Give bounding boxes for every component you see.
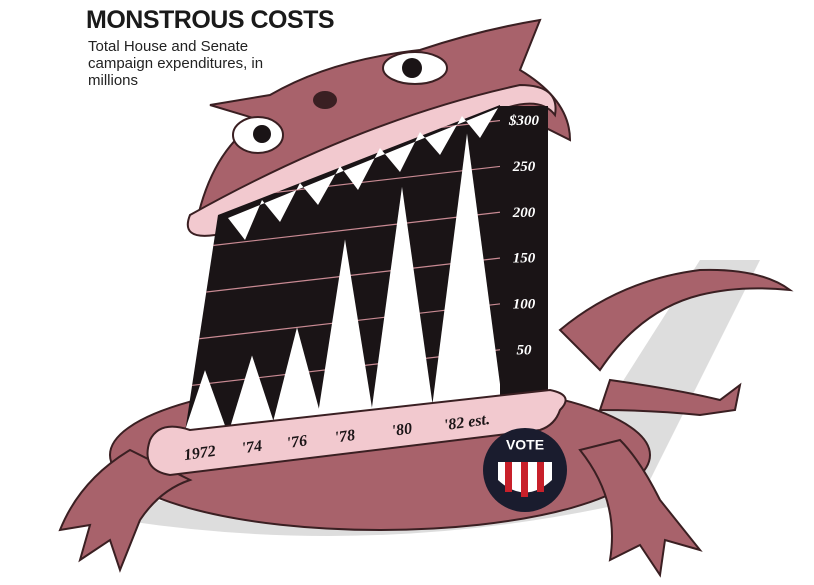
badge-text: VOTE (506, 437, 544, 453)
bar (229, 355, 275, 431)
x-tick-label: '80 (391, 420, 414, 440)
bar (432, 133, 502, 408)
leg (578, 438, 703, 578)
upper-teeth (228, 108, 498, 240)
lower-lip (146, 388, 567, 477)
badge-stripe (521, 462, 528, 497)
y-tick-label: 250 (512, 159, 536, 175)
x-tick-label: '78 (334, 427, 357, 447)
chart-subtitle: Total House and Senate campaign expendit… (88, 38, 264, 89)
badge-stripe (505, 462, 512, 492)
leg (58, 448, 193, 573)
nostril (313, 91, 337, 109)
pupil (253, 125, 271, 143)
arm (598, 378, 742, 417)
tail (558, 268, 794, 372)
grid-line (185, 211, 505, 250)
x-tick-label: '82 est. (443, 411, 491, 434)
x-tick-label: '76 (286, 432, 309, 452)
bar (185, 370, 227, 432)
y-tick-label: 150 (513, 251, 536, 267)
y-tick-label: 50 (517, 342, 533, 358)
badge-stripe (537, 462, 544, 492)
y-tick-label: 200 (512, 205, 536, 221)
y-tick-label: $300 (508, 113, 540, 129)
plot-area (185, 119, 505, 432)
axis-column (500, 106, 548, 400)
pupil (402, 58, 422, 78)
bar (371, 186, 433, 415)
x-tick-label: 1972 (183, 443, 217, 464)
chart-title: MONSTROUS COSTS (86, 6, 335, 34)
x-tick-label: '74 (241, 438, 264, 458)
bar (317, 239, 373, 421)
y-tick-label: 100 (513, 297, 536, 313)
bar (272, 327, 322, 426)
